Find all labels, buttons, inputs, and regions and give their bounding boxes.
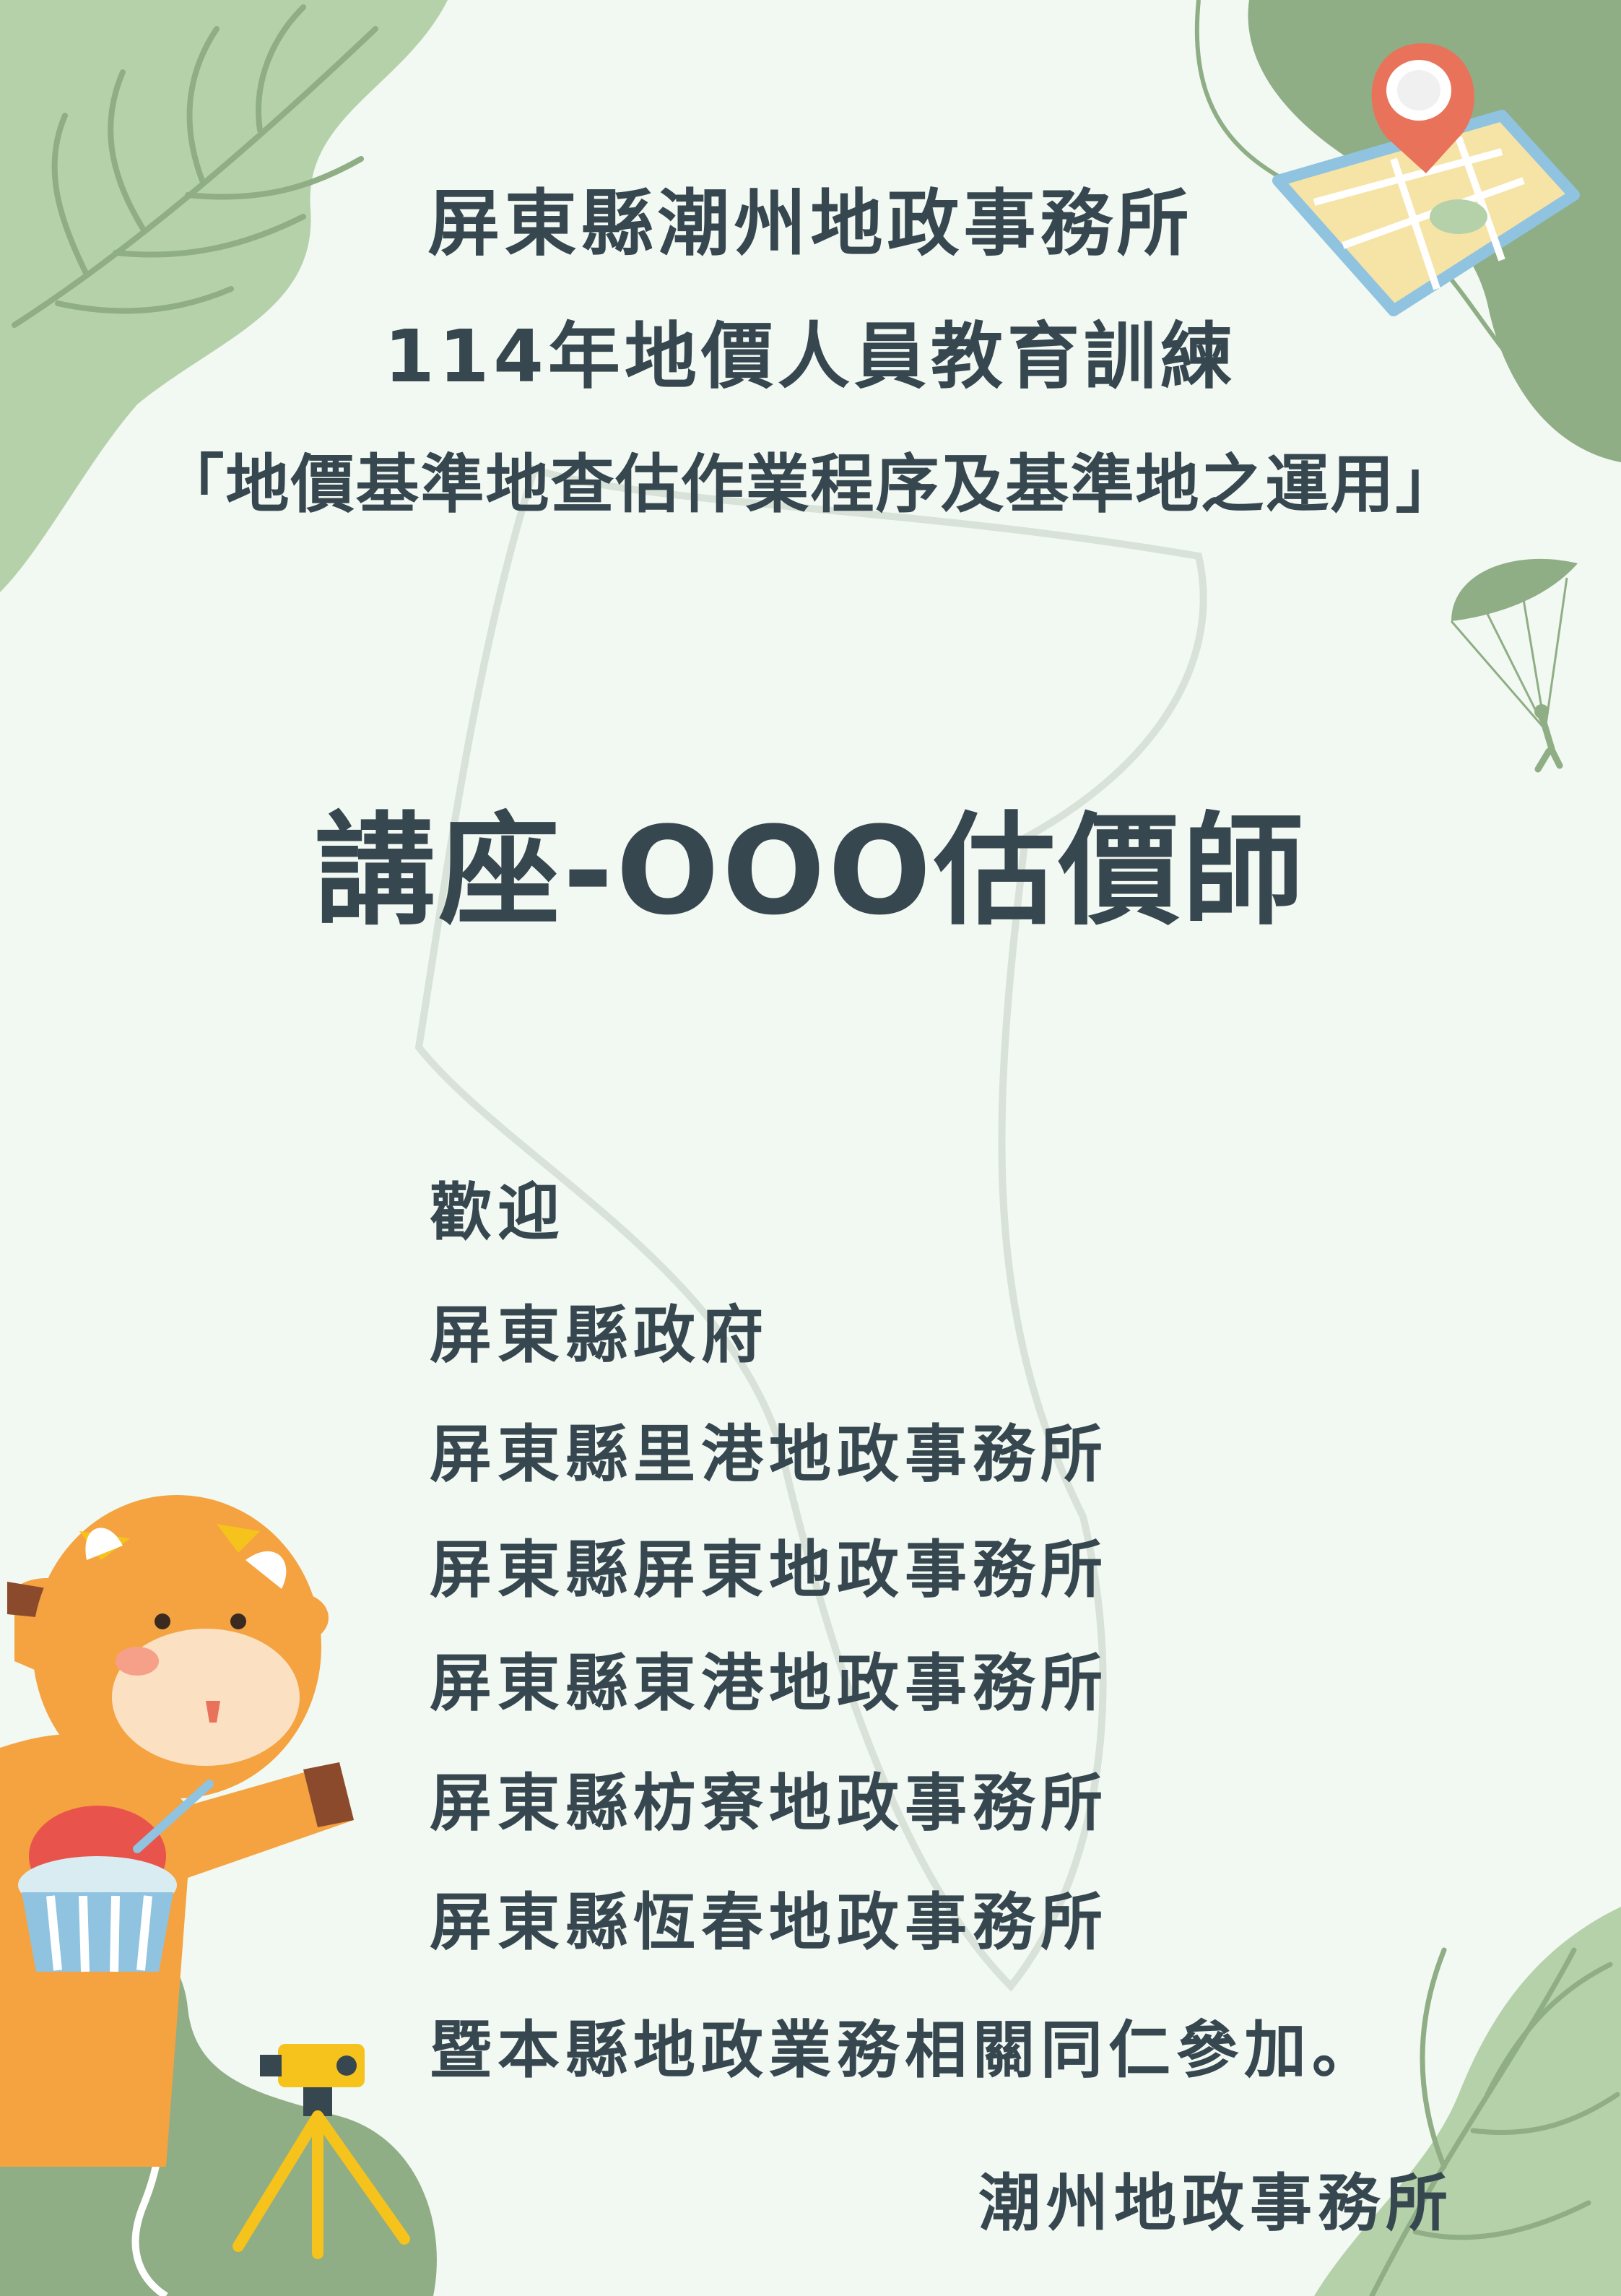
invitee-item: 屏東縣枋寮地政事務所 [430,1767,1108,1840]
lecturer-heading: 講座-OOO估價師 [314,800,1307,942]
signature: 潮州地政事務所 [978,2167,1453,2240]
leaf-blob-top-right [1248,0,1621,462]
shaved-ice-icon [18,1780,214,1972]
survey-tripod-icon [232,2044,410,2259]
invitee-item: 屏東縣恆春地政事務所 [430,1886,1108,1959]
invitee-item: 屏東縣屏東地政事務所 [430,1534,1108,1606]
closing-text: 暨本縣地政業務相關同仁參加。 [430,2014,1380,2087]
fern-branch-icon [12,4,378,328]
invitee-item: 屏東縣里港地政事務所 [430,1418,1108,1491]
course-topic: 「地價基準地查估作業程序及基準地之運用」 [160,447,1461,521]
leaf-branch-icon [1369,1947,1620,2296]
greeting-text: 歡迎 [430,1177,565,1249]
invitee-item: 屏東縣政府 [430,1299,769,1372]
training-title: 114年地價人員教育訓練 [384,314,1237,399]
office-title: 屏東縣潮州地政事務所 [427,181,1194,266]
map-pin-icon [1272,43,1580,316]
parachute-icon [1450,558,1578,773]
map-outline-icon [414,464,1207,1992]
invitee-item: 屏東縣東港地政事務所 [430,1647,1108,1720]
